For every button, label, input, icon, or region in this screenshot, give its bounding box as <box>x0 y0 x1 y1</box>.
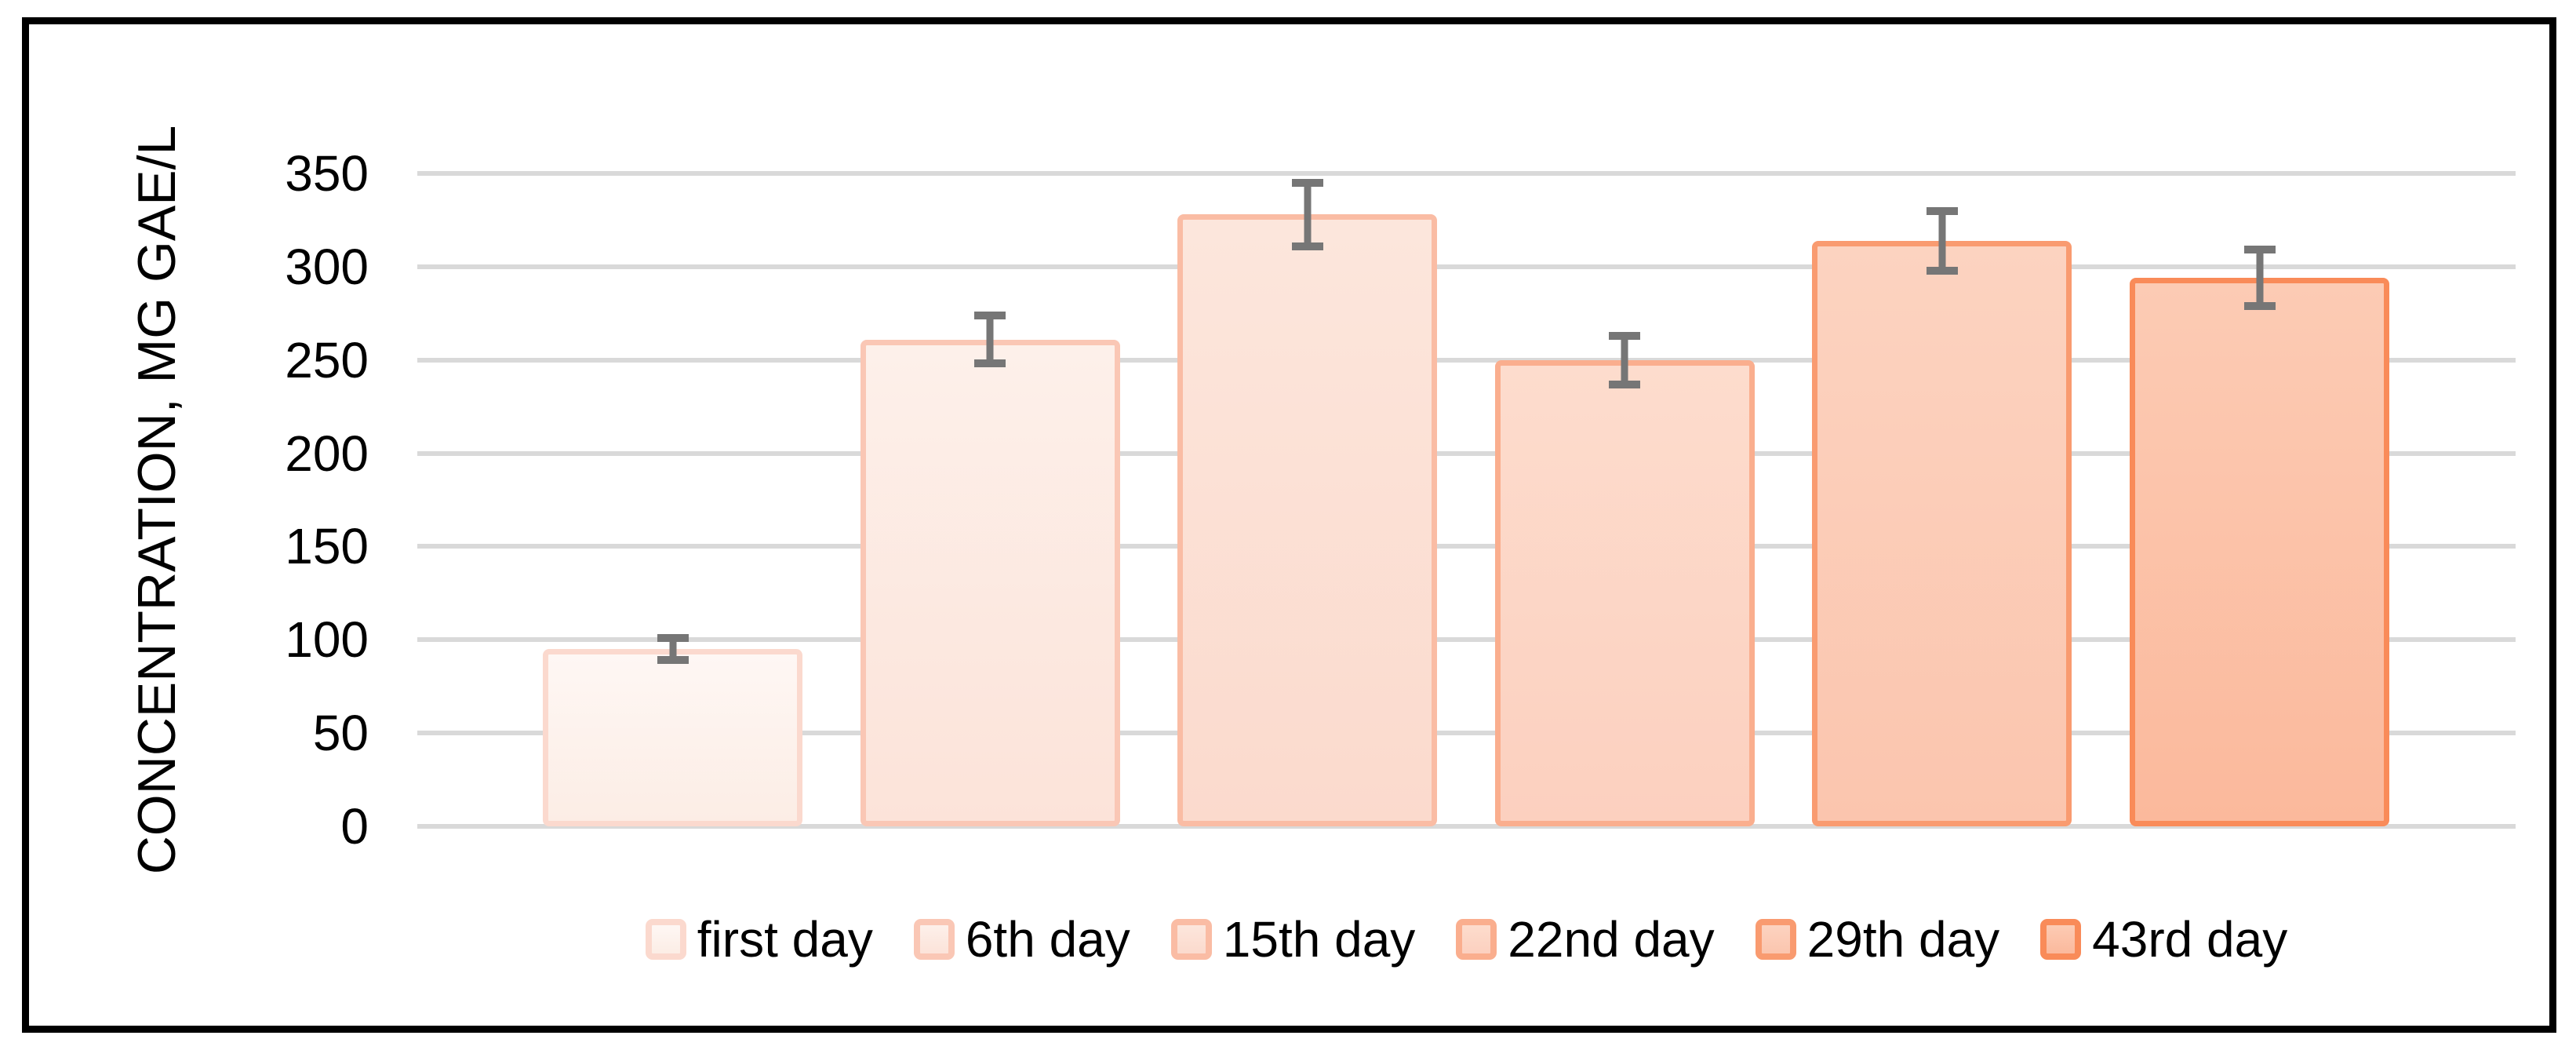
error-bar-cap-bottom-15th-day <box>1291 242 1323 250</box>
error-bar-cap-bottom-6th-day <box>974 359 1006 368</box>
legend-item-first-day: first day <box>645 910 873 968</box>
error-bar-cap-bottom-first-day <box>657 656 689 665</box>
y-tick-label-250: 250 <box>285 331 369 388</box>
bar-22nd-day <box>1494 359 1755 826</box>
error-bar-line-first-day <box>669 637 676 661</box>
error-bar-cap-top-first-day <box>657 633 689 642</box>
bar-43rd-day <box>2130 278 2389 826</box>
legend-item-6th-day: 6th day <box>913 910 1130 968</box>
error-bar-cap-top-29th-day <box>1926 206 1958 215</box>
legend-swatch-22nd-day <box>1456 919 1497 960</box>
gridline-50 <box>417 731 2516 736</box>
legend-swatch-first-day <box>645 919 686 960</box>
gridline-150 <box>417 544 2516 549</box>
y-tick-label-150: 150 <box>285 518 369 575</box>
bar-first-day <box>543 649 802 826</box>
legend-label-15th-day: 15th day <box>1222 911 1416 968</box>
error-bar-cap-bottom-22nd-day <box>1609 380 1641 388</box>
legend-item-29th-day: 29th day <box>1755 910 2000 968</box>
y-tick-label-200: 200 <box>285 425 369 482</box>
gridline-200 <box>417 450 2516 456</box>
legend-label-first-day: first day <box>697 911 873 968</box>
legend-item-22nd-day: 22nd day <box>1456 910 1715 968</box>
error-bar-cap-top-15th-day <box>1291 178 1323 187</box>
error-bar-cap-top-43rd-day <box>2243 246 2276 254</box>
error-bar-line-15th-day <box>1304 182 1312 246</box>
legend-item-15th-day: 15th day <box>1170 910 1416 968</box>
gridline-250 <box>417 357 2516 363</box>
error-bar-line-43rd-day <box>2256 250 2263 306</box>
bar-15th-day <box>1177 214 1438 826</box>
legend-swatch-6th-day <box>913 919 955 960</box>
error-bar-line-22nd-day <box>1621 335 1628 385</box>
legend-label-43rd-day: 43rd day <box>2092 911 2288 968</box>
legend: first day 6th day 15th day 22nd day 29th day… <box>417 910 2516 968</box>
error-bar-cap-top-22nd-day <box>1609 331 1641 340</box>
y-tick-label-0: 0 <box>340 798 369 855</box>
gridline-350 <box>417 171 2516 176</box>
error-bar-cap-top-6th-day <box>974 311 1006 319</box>
legend-item-43rd-day: 43rd day <box>2040 910 2287 968</box>
error-bar-cap-bottom-29th-day <box>1926 266 1958 275</box>
gridline-300 <box>417 264 2516 269</box>
gridline-100 <box>417 637 2516 643</box>
y-tick-label-100: 100 <box>285 611 369 669</box>
y-tick-label-50: 50 <box>312 705 369 762</box>
legend-swatch-43rd-day <box>2040 919 2082 960</box>
plot-area <box>417 171 2516 829</box>
error-bar-line-6th-day <box>986 315 994 364</box>
y-axis-tick-labels: 350 300 250 200 150 100 50 0 <box>0 145 369 855</box>
error-bar-cap-bottom-43rd-day <box>2243 301 2276 310</box>
legend-label-29th-day: 29th day <box>1806 911 2000 968</box>
gridline-0 <box>417 824 2516 829</box>
legend-label-22nd-day: 22nd day <box>1508 911 1715 968</box>
error-bar-line-29th-day <box>1938 210 1946 271</box>
y-tick-label-350: 350 <box>285 145 369 202</box>
bar-6th-day <box>860 339 1120 826</box>
legend-label-6th-day: 6th day <box>965 911 1130 968</box>
legend-swatch-29th-day <box>1755 919 1796 960</box>
legend-swatch-15th-day <box>1170 919 1212 960</box>
bar-29th-day <box>1812 240 2072 826</box>
y-tick-label-300: 300 <box>285 238 369 295</box>
